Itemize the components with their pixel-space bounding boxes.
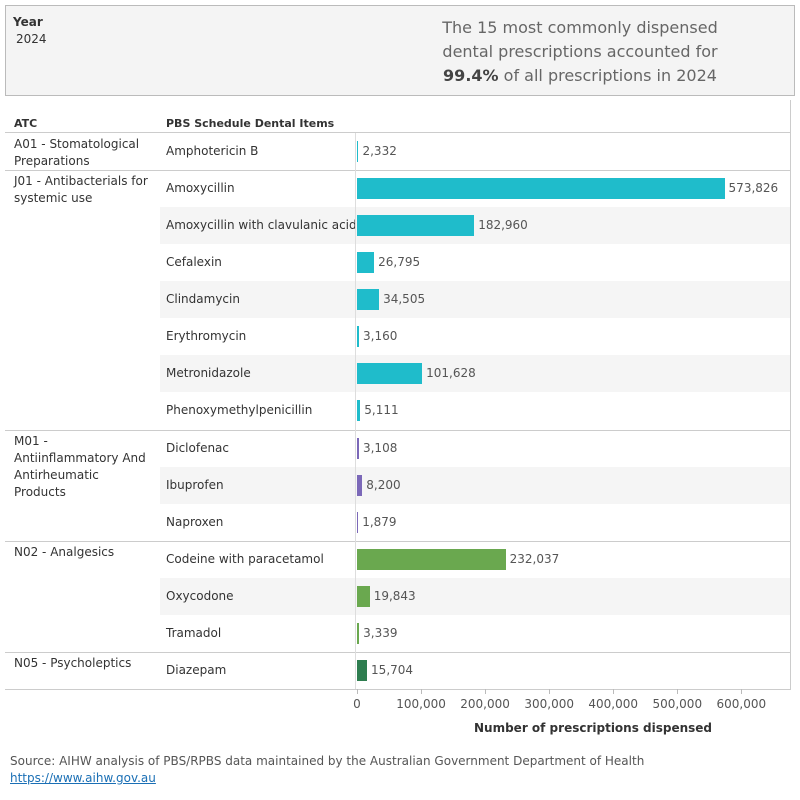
headline-text: of all prescriptions in 2024 <box>503 66 717 85</box>
source: Source: AIHW analysis of PBS/RPBS data m… <box>10 754 645 768</box>
column-header: PBS Schedule Dental Items <box>166 117 335 130</box>
tick-mark <box>485 689 487 695</box>
source-link[interactable]: https://www.aihw.gov.au <box>10 771 156 785</box>
value-label: 19,843 <box>373 588 416 603</box>
item-label: Amoxycillin <box>166 181 235 196</box>
divider <box>790 100 791 690</box>
row-shade <box>160 577 790 615</box>
bar <box>357 363 423 385</box>
x-tick-label: 300,000 <box>524 697 574 711</box>
bar <box>357 178 725 200</box>
value-label: 3,108 <box>362 440 398 455</box>
bar <box>357 585 370 607</box>
bar <box>357 437 359 459</box>
value-label: 182,960 <box>478 218 528 233</box>
x-tick-label: 0 <box>353 697 361 711</box>
tick-mark <box>357 689 358 695</box>
value-label: 15,704 <box>371 662 414 677</box>
item-label: Metronidazole <box>166 366 251 381</box>
value-label: 34,505 <box>383 292 426 307</box>
atc-label: M01 - Antiinflammatory And Antirheumatic… <box>14 433 146 499</box>
group-line <box>5 429 791 431</box>
bar <box>357 474 363 496</box>
bar <box>357 400 361 422</box>
value-label: 573,826 <box>728 181 779 196</box>
group-line <box>5 540 791 542</box>
item-label: Naproxen <box>166 514 224 529</box>
value-label: 26,795 <box>378 255 421 270</box>
x-tick-label: 100,000 <box>396 697 446 711</box>
filter-label: Year <box>13 15 43 29</box>
row-shade <box>160 281 790 319</box>
atc-label: A01 - Stomatological Preparations <box>14 137 140 168</box>
x-axis-title: Number of prescriptions dispensed <box>474 721 713 735</box>
bar <box>357 659 368 681</box>
x-tick-label: 200,000 <box>460 697 510 711</box>
item-label: Amphotericin B <box>166 144 259 158</box>
x-tick-label: 400,000 <box>588 697 639 711</box>
value-label: 2,332 <box>362 144 397 158</box>
group-line <box>5 689 791 691</box>
bar <box>357 141 359 162</box>
headline-bold: 99.4% <box>443 66 499 85</box>
value-label: 8,200 <box>366 477 401 492</box>
item-label: Tramadol <box>166 625 222 640</box>
value-label: 232,037 <box>509 551 560 566</box>
header-box <box>5 5 795 96</box>
value-label: 3,160 <box>363 329 398 344</box>
tick-mark <box>677 689 679 695</box>
group-line <box>5 170 791 172</box>
value-label: 101,628 <box>426 366 476 381</box>
value-label: 1,879 <box>362 514 397 529</box>
item-label: Diclofenac <box>166 440 230 455</box>
divider <box>355 133 356 690</box>
row-shade <box>160 466 790 504</box>
row-shade <box>160 355 790 393</box>
x-tick-label: 600,000 <box>716 697 767 711</box>
item-label: Codeine with paracetamol <box>166 551 324 566</box>
item-label: Amoxycillin with clavulanic acid <box>166 218 357 233</box>
filter-value[interactable]: 2024 <box>16 32 47 46</box>
bar <box>357 289 380 311</box>
row-shade <box>160 207 790 245</box>
item-label: Erythromycin <box>166 329 247 344</box>
bar <box>357 622 360 644</box>
item-label: Clindamycin <box>166 292 240 307</box>
item-label: Diazepam <box>166 662 227 677</box>
table-line <box>5 132 791 133</box>
headline: The 15 most commonly dispensed dental pr… <box>420 16 740 88</box>
bar <box>357 548 506 570</box>
value-label: 3,339 <box>363 625 398 640</box>
item-label: Phenoxymethylpenicillin <box>166 403 313 418</box>
item-label: Oxycodone <box>166 588 234 603</box>
atc-label: N02 - Analgesics <box>14 544 115 559</box>
tick-mark <box>421 689 423 695</box>
item-label: Ibuprofen <box>166 477 224 492</box>
tick-mark <box>741 689 743 695</box>
x-tick-label: 500,000 <box>652 697 703 711</box>
tick-mark <box>549 689 551 695</box>
column-header: ATC <box>14 117 38 130</box>
group-line <box>5 651 791 653</box>
atc-label: N05 - Psycholeptics <box>14 655 132 670</box>
bar <box>357 511 359 533</box>
headline-text: The 15 most commonly dispensed dental pr… <box>442 18 718 61</box>
atc-label: J01 - Antibacterials for systemic use <box>14 174 148 206</box>
bar <box>357 215 475 237</box>
value-label: 5,111 <box>364 403 399 418</box>
item-label: Cefalexin <box>166 255 222 270</box>
bar <box>357 252 375 274</box>
tick-mark <box>613 689 615 695</box>
bar <box>357 326 360 348</box>
